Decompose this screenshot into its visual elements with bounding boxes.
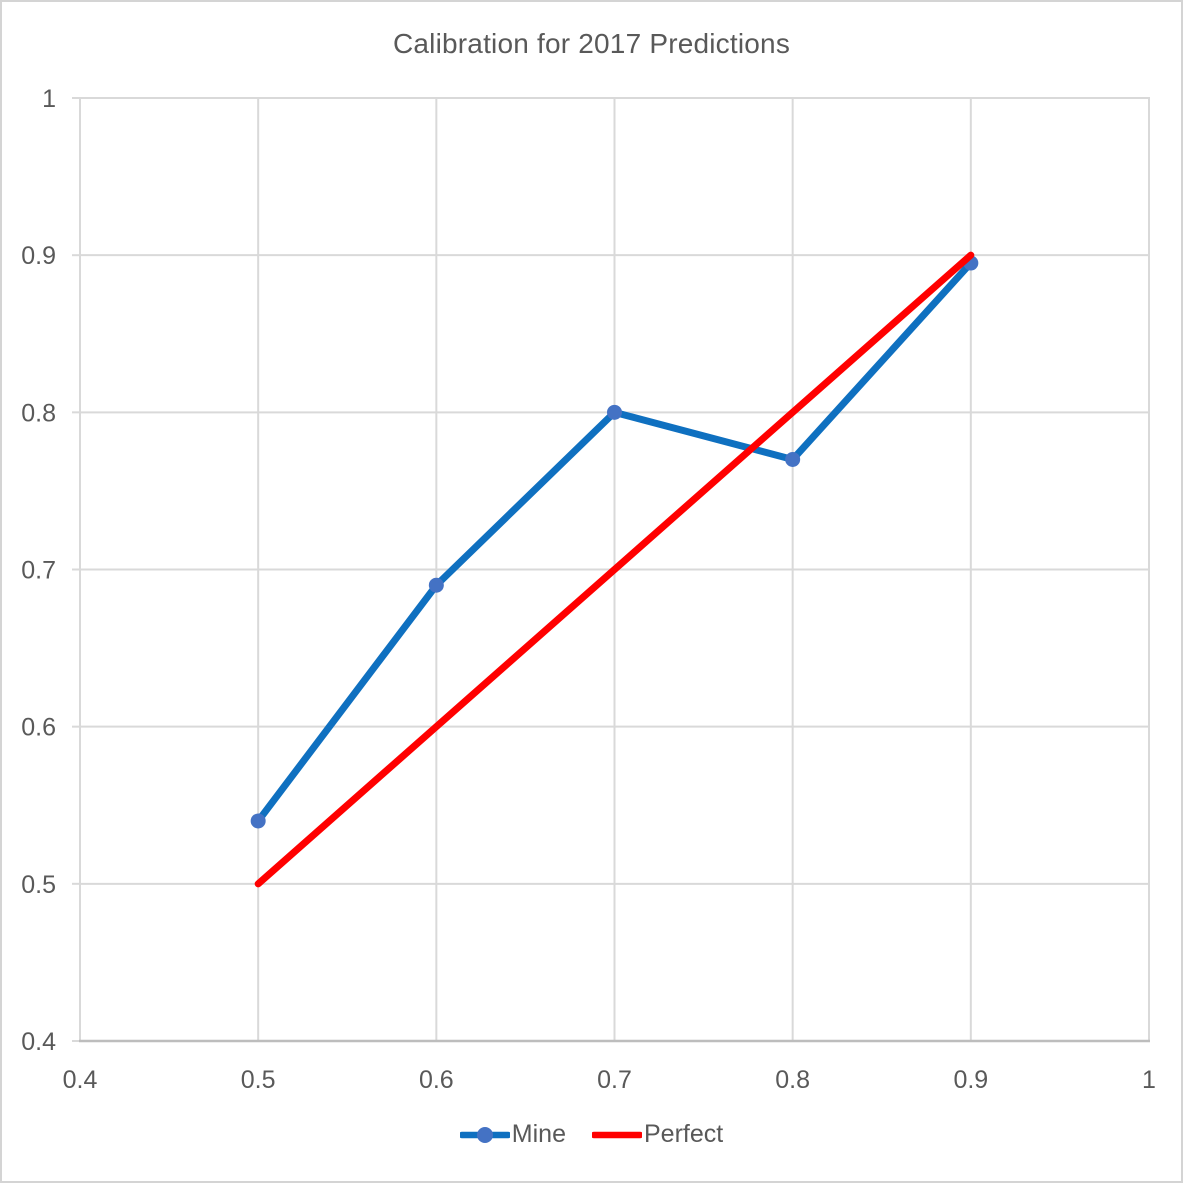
y-axis-tick-label: 1: [42, 85, 56, 113]
legend-label-mine: Mine: [511, 1120, 566, 1148]
x-axis-tick-label: 0.6: [419, 1066, 454, 1094]
series-line-perfect: [254, 251, 975, 888]
data-point-mine: [250, 813, 266, 829]
y-axis-tick-label: 0.7: [21, 557, 56, 585]
plot-area: 0.4 0.5 0.6 0.7 0.8 0.9 1 0.4 0.5 0.6 0.7 0.8 0.9 1: [21, 85, 1156, 1094]
x-axis-tick-label: 0.5: [241, 1066, 276, 1094]
chart-title: Calibration for 2017 Predictions: [392, 28, 791, 59]
legend-item-perfect: Perfect: [591, 1120, 724, 1149]
y-axis-tick-label: 0.6: [21, 714, 56, 742]
perfect-series-swatch-icon: [591, 1131, 642, 1138]
y-axis-tick-label: 0.5: [21, 871, 56, 899]
legend-label-perfect: Perfect: [643, 1120, 724, 1148]
x-axis-tick-label: 0.9: [953, 1066, 988, 1094]
x-axis-tick-label: 1: [1142, 1066, 1156, 1094]
data-point-mine: [607, 404, 622, 420]
x-axis-tick-label: 0.4: [63, 1066, 98, 1094]
y-axis-tick-label: 0.4: [21, 1028, 56, 1056]
legend: Mine Perfect: [2, 1120, 1181, 1149]
legend-item-mine: Mine: [459, 1120, 566, 1149]
x-axis-tick-label: 0.8: [775, 1066, 810, 1094]
data-point-mine: [428, 577, 444, 593]
y-axis-tick-label: 0.9: [21, 242, 56, 270]
data-point-mine: [785, 451, 801, 467]
x-axis-tick-label: 0.7: [597, 1066, 632, 1094]
mine-series-swatch-icon: [459, 1126, 510, 1143]
y-axis-tick-label: 0.8: [21, 399, 56, 427]
